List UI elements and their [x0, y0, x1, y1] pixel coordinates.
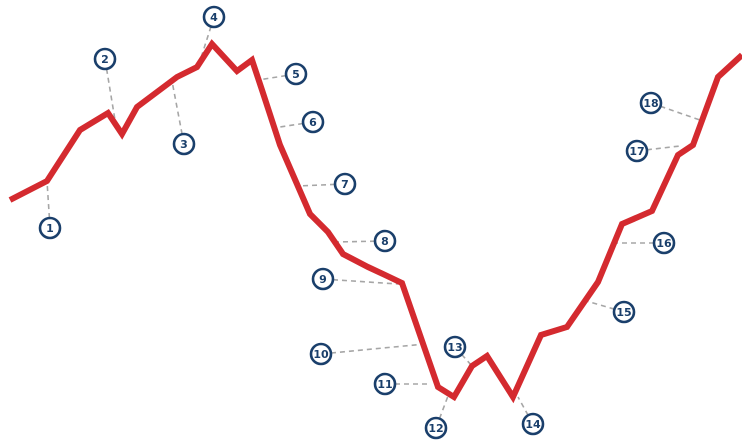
annotation-badge-11: 11: [373, 372, 397, 396]
leader-line-18: [660, 105, 701, 121]
annotation-badge-3: 3: [172, 132, 196, 156]
badge-label: 7: [341, 178, 349, 191]
leader-line-4: [198, 26, 212, 65]
annotation-badge-13: 13: [443, 335, 467, 359]
leader-line-10: [330, 343, 426, 354]
annotation-badge-16: 16: [652, 231, 676, 255]
leader-line-8: [334, 240, 376, 243]
annotation-badge-9: 9: [311, 267, 335, 291]
leader-line-12: [438, 395, 449, 419]
badge-label: 4: [210, 11, 218, 24]
annotation-badge-4: 4: [202, 5, 226, 29]
badge-circle: [311, 267, 335, 291]
badge-label: 8: [381, 235, 389, 248]
annotation-badge-5: 5: [284, 62, 308, 86]
leader-line-5: [257, 74, 287, 81]
leader-lines: [46, 26, 701, 419]
badge-circle: [373, 229, 397, 253]
badge-label: 17: [629, 145, 644, 158]
badge-circle: [38, 216, 62, 240]
annotation-badge-18: 18: [639, 91, 663, 115]
annotation-badge-10: 10: [309, 342, 333, 366]
badge-label: 11: [377, 378, 392, 391]
annotation-badge-7: 7: [333, 172, 357, 196]
badge-circle: [652, 231, 676, 255]
badge-label: 6: [309, 116, 317, 129]
badge-circle: [309, 342, 333, 366]
badge-label: 2: [101, 53, 109, 66]
annotation-badge-15: 15: [612, 300, 636, 324]
badge-label: 14: [525, 418, 541, 431]
badge-circle: [521, 412, 545, 436]
badge-label: 13: [447, 341, 462, 354]
leader-line-7: [296, 183, 336, 187]
leader-line-14: [517, 396, 529, 416]
annotation-badge-8: 8: [373, 229, 397, 253]
leader-line-3: [171, 80, 183, 135]
badge-label: 1: [46, 222, 54, 235]
badge-label: 18: [643, 97, 658, 110]
badge-label: 9: [319, 273, 327, 286]
badge-label: 16: [656, 237, 672, 250]
badge-circle: [443, 335, 467, 359]
annotation-badge-12: 12: [424, 416, 448, 440]
badge-circle: [639, 91, 663, 115]
badge-circle: [333, 172, 357, 196]
badge-circle: [373, 372, 397, 396]
badge-circle: [612, 300, 636, 324]
badge-circle: [424, 416, 448, 440]
badge-circle: [93, 47, 117, 71]
badge-circle: [202, 5, 226, 29]
badge-label: 3: [180, 138, 188, 151]
series-line: [8, 39, 742, 404]
leader-line-6: [272, 122, 304, 129]
leader-line-17: [646, 145, 681, 151]
leader-line-1: [46, 180, 51, 219]
badge-circle: [301, 110, 325, 134]
annotation-badge-6: 6: [301, 110, 325, 134]
annotation-badge-2: 2: [93, 47, 117, 71]
badge-label: 10: [313, 348, 329, 361]
badge-label: 12: [428, 422, 443, 435]
badge-label: 5: [292, 68, 300, 81]
leader-line-9: [332, 278, 399, 285]
annotation-badge-14: 14: [521, 412, 545, 436]
badge-label: 15: [616, 306, 631, 319]
annotation-badge-17: 17: [625, 139, 649, 163]
annotation-badge-1: 1: [38, 216, 62, 240]
badge-circle: [172, 132, 196, 156]
badge-circle: [625, 139, 649, 163]
leader-line-15: [582, 299, 615, 310]
badge-circle: [284, 62, 308, 86]
